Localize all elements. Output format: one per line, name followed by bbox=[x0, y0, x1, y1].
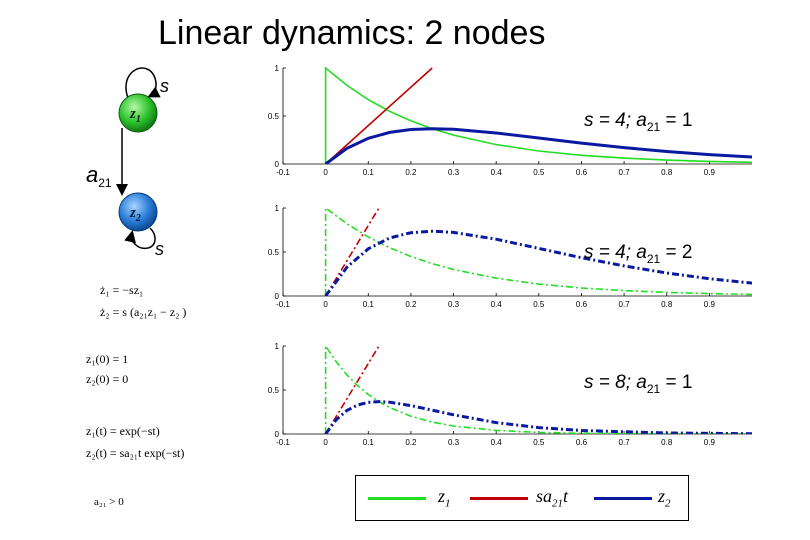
legend-item-z1: z1 bbox=[368, 476, 468, 520]
x-tick-label: 0.1 bbox=[363, 300, 375, 309]
series-z1 bbox=[324, 344, 752, 434]
x-tick-label: -0.1 bbox=[276, 300, 290, 309]
x-tick-label: 0.9 bbox=[704, 300, 716, 309]
y-tick-label: 0 bbox=[275, 160, 280, 169]
series-z2 bbox=[324, 400, 752, 434]
x-tick-label: 0.5 bbox=[533, 168, 545, 177]
x-tick-label: 0.3 bbox=[448, 300, 460, 309]
self-loop-label-2: s bbox=[155, 239, 164, 259]
x-tick-label: -0.1 bbox=[276, 438, 290, 447]
x-tick-label: 0.6 bbox=[576, 168, 588, 177]
y-tick-label: 1 bbox=[275, 342, 280, 351]
node-z1 bbox=[118, 93, 158, 133]
x-tick-label: 0.1 bbox=[363, 438, 375, 447]
series-z1 bbox=[324, 66, 752, 164]
network-diagram: s a21 z1 z2 s bbox=[86, 67, 169, 259]
equation-ode2: ż₂ = s (a₂₁z₁ − z₂ ) bbox=[100, 305, 187, 319]
y-tick-label: 1 bbox=[275, 204, 280, 213]
legend-item-z2: z2 bbox=[594, 476, 688, 520]
x-tick-label: 0.4 bbox=[491, 438, 503, 447]
x-tick-label: 0.3 bbox=[448, 168, 460, 177]
page-title: Linear dynamics: 2 nodes bbox=[158, 14, 546, 52]
equation-sol2: z₂(t) = sa₂₁t exp(−st) bbox=[86, 446, 185, 460]
x-tick-label: 0.2 bbox=[405, 300, 417, 309]
chart-annotation: s = 4; a21 = 1 bbox=[584, 110, 692, 134]
x-tick-label: 0.5 bbox=[533, 300, 545, 309]
legend-label-z2: z2 bbox=[658, 486, 671, 510]
x-tick-label: 0.3 bbox=[448, 438, 460, 447]
x-tick-label: 0 bbox=[323, 168, 328, 177]
x-tick-label: 0.7 bbox=[619, 168, 631, 177]
self-loop-label-1: s bbox=[160, 76, 169, 96]
chart-panel-2: -0.1 0 0.1 0.2 0.3 0.4 0.5 0.6 0.7 0.8 0.900.51s =… bbox=[268, 204, 752, 309]
x-tick-label: 0.2 bbox=[405, 168, 417, 177]
chart-annotation: s = 8; a21 = 1 bbox=[584, 372, 692, 396]
x-tick-label: 0.8 bbox=[661, 438, 673, 447]
x-tick-label: -0.1 bbox=[276, 168, 290, 177]
equation-condition: a₂₁ > 0 bbox=[94, 496, 124, 508]
legend-swatch-sa21t bbox=[470, 497, 528, 500]
x-tick-label: 0.7 bbox=[619, 438, 631, 447]
x-tick-label: 0.6 bbox=[576, 300, 588, 309]
edge-label: a21 bbox=[86, 162, 112, 190]
self-loop-2 bbox=[124, 227, 156, 250]
x-tick-label: 0.9 bbox=[704, 438, 716, 447]
series-sa21t bbox=[324, 207, 380, 296]
x-tick-label: 0.4 bbox=[491, 300, 503, 309]
chart-legend: z1 sa21t z2 bbox=[355, 475, 689, 521]
chart-annotation: s = 4; a21 = 2 bbox=[584, 242, 692, 266]
node-z2-label: z2 bbox=[129, 205, 141, 224]
y-tick-label: 0.5 bbox=[268, 248, 280, 257]
x-tick-label: 0.9 bbox=[704, 168, 716, 177]
y-tick-label: 0.5 bbox=[268, 386, 280, 395]
x-tick-label: 0.6 bbox=[576, 438, 588, 447]
node-z2 bbox=[118, 192, 158, 232]
x-tick-label: 0.4 bbox=[491, 168, 503, 177]
y-tick-label: 1 bbox=[275, 64, 280, 73]
equation-init1: z₁(0) = 1 bbox=[86, 352, 129, 366]
y-tick-label: 0 bbox=[275, 430, 280, 439]
self-loop-1 bbox=[125, 67, 161, 99]
series-sa21t bbox=[324, 345, 380, 434]
chart-panel-3: -0.1 0 0.1 0.2 0.3 0.4 0.5 0.6 0.7 0.8 0.900.51s =… bbox=[268, 342, 752, 447]
chart-panel-1: -0.1 0 0.1 0.2 0.3 0.4 0.5 0.6 0.7 0.8 0.900.51s =… bbox=[268, 64, 752, 177]
equation-init2: z₂(0) = 0 bbox=[86, 372, 129, 386]
x-tick-label: 0.8 bbox=[661, 168, 673, 177]
node-z1-label: z1 bbox=[129, 106, 141, 125]
x-tick-label: 0.2 bbox=[405, 438, 417, 447]
legend-swatch-z2 bbox=[594, 497, 652, 500]
x-tick-label: 0.8 bbox=[661, 300, 673, 309]
series-sa21t bbox=[325, 67, 433, 164]
y-tick-label: 0.5 bbox=[268, 112, 280, 121]
equation-ode1: ż₁ = −sz₁ bbox=[100, 283, 144, 297]
legend-label-z1: z1 bbox=[438, 486, 451, 510]
series-z2 bbox=[324, 229, 752, 296]
series-z2 bbox=[324, 127, 752, 164]
legend-label-sa21t: sa21t bbox=[536, 486, 569, 510]
x-tick-label: 0 bbox=[323, 438, 328, 447]
x-tick-label: 0.1 bbox=[363, 168, 375, 177]
x-tick-label: 0.5 bbox=[533, 438, 545, 447]
equation-sol1: z₁(t) = exp(−st) bbox=[86, 424, 160, 438]
y-tick-label: 0 bbox=[275, 292, 280, 301]
legend-item-sa21t: sa21t bbox=[470, 476, 580, 520]
series-z1 bbox=[324, 206, 752, 296]
x-tick-label: 0 bbox=[323, 300, 328, 309]
x-tick-label: 0.7 bbox=[619, 300, 631, 309]
legend-swatch-z1 bbox=[368, 497, 426, 500]
